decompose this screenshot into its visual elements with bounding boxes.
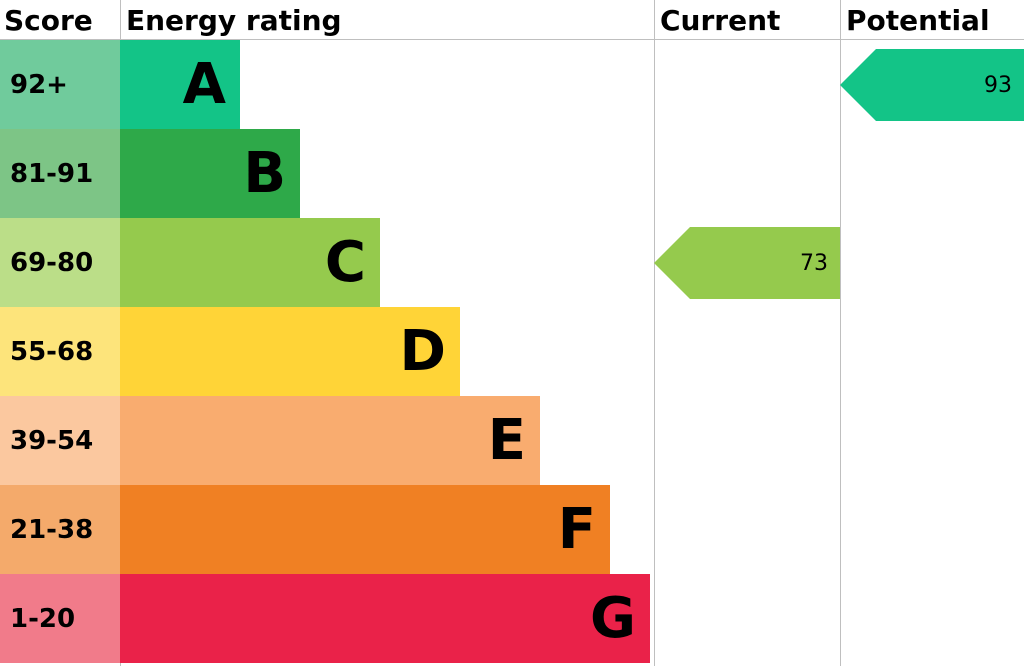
current-arrow: 73 — [654, 227, 840, 299]
rating-bar-f: F — [120, 485, 610, 574]
band-row-b: 81-91 B — [0, 129, 1024, 218]
band-row-c: 69-80 C — [0, 218, 1024, 307]
rating-bar-b: B — [120, 129, 300, 218]
score-range: 1-20 — [0, 574, 120, 663]
band-row-d: 55-68 D — [0, 307, 1024, 396]
score-range: 55-68 — [0, 307, 120, 396]
potential-arrow: 93 — [840, 49, 1024, 121]
score-range: 69-80 — [0, 218, 120, 307]
header-score: Score — [4, 0, 93, 40]
score-range: 39-54 — [0, 396, 120, 485]
header-row: Score Energy rating Current Potential — [0, 0, 1024, 40]
rating-bar-c: C — [120, 218, 380, 307]
header-current: Current — [660, 0, 780, 40]
rating-bar-g: G — [120, 574, 650, 663]
arrow-head-icon — [840, 49, 876, 121]
score-range: 81-91 — [0, 129, 120, 218]
header-potential: Potential — [846, 0, 990, 40]
arrow-head-icon — [654, 227, 690, 299]
band-row-g: 1-20 G — [0, 574, 1024, 663]
rating-bar-a: A — [120, 40, 240, 129]
rating-bar-e: E — [120, 396, 540, 485]
score-range: 92+ — [0, 40, 120, 129]
potential-value: 93 — [876, 49, 1024, 121]
band-row-f: 21-38 F — [0, 485, 1024, 574]
energy-rating-chart: Score Energy rating Current Potential 92… — [0, 0, 1024, 666]
rating-bar-d: D — [120, 307, 460, 396]
band-row-e: 39-54 E — [0, 396, 1024, 485]
header-rating: Energy rating — [126, 0, 342, 40]
current-value: 73 — [690, 227, 840, 299]
score-range: 21-38 — [0, 485, 120, 574]
